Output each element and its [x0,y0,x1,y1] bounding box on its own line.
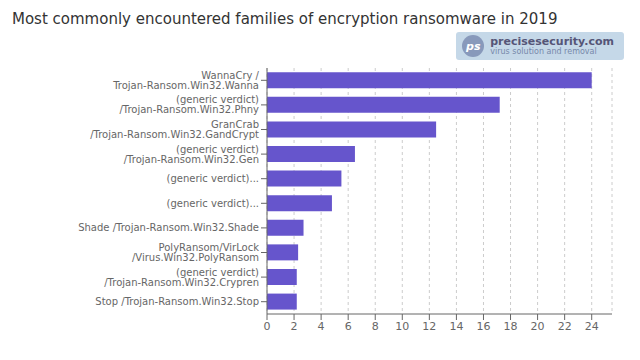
svg-text:(generic verdict)/Trojan-Ranso: (generic verdict)/Trojan-Ransom.Win32.Ge… [124,144,259,165]
html-text:ps: ps [466,39,481,53]
svg-text:2: 2 [291,320,298,333]
svg-text:20: 20 [531,320,545,333]
svg-text:12: 12 [422,320,436,333]
svg-text:0: 0 [264,320,271,333]
svg-text:24: 24 [585,320,599,333]
html-text:virus solution and removal: virus solution and removal [490,46,597,56]
svg-text:GranCrab/Trojan-Ransom.Win32.G: GranCrab/Trojan-Ransom.Win32.GandCrypt [90,119,259,140]
svg-text:Stop /Trojan-Ransom.Win32.Stop: Stop /Trojan-Ransom.Win32.Stop [95,296,259,307]
svg-text:(generic verdict)...: (generic verdict)... [167,173,259,184]
svg-text:WannaCry /Trojan-Ransom.Win32.: WannaCry /Trojan-Ransom.Win32.Wanna [112,70,259,91]
svg-text:(generic verdict)/Trojan-Ranso: (generic verdict)/Trojan-Ransom.Win32.Cr… [104,267,259,288]
svg-text:Shade /Trojan-Ransom.Win32.Sha: Shade /Trojan-Ransom.Win32.Shade [78,222,259,233]
svg-text:22: 22 [558,320,572,333]
svg-text:10: 10 [395,320,409,333]
svg-text:4: 4 [318,320,325,333]
svg-text:8: 8 [372,320,379,333]
html-text:precisesecurity.com: precisesecurity.com [490,34,614,48]
svg-text:14: 14 [449,320,463,333]
svg-text:(generic verdict)/Trojan-Ranso: (generic verdict)/Trojan-Ransom.Win32.Ph… [119,94,259,115]
svg-text:18: 18 [504,320,518,333]
svg-text:16: 16 [476,320,490,333]
svg-text:PolyRansom/VirLock/Virus.Win32: PolyRansom/VirLock/Virus.Win32.PolyRanso… [132,242,259,263]
svg-text:6: 6 [345,320,352,333]
svg-text:(generic verdict)...: (generic verdict)... [167,198,259,209]
html-text:Most commonly encountered fami: Most commonly encountered families of en… [12,10,558,28]
